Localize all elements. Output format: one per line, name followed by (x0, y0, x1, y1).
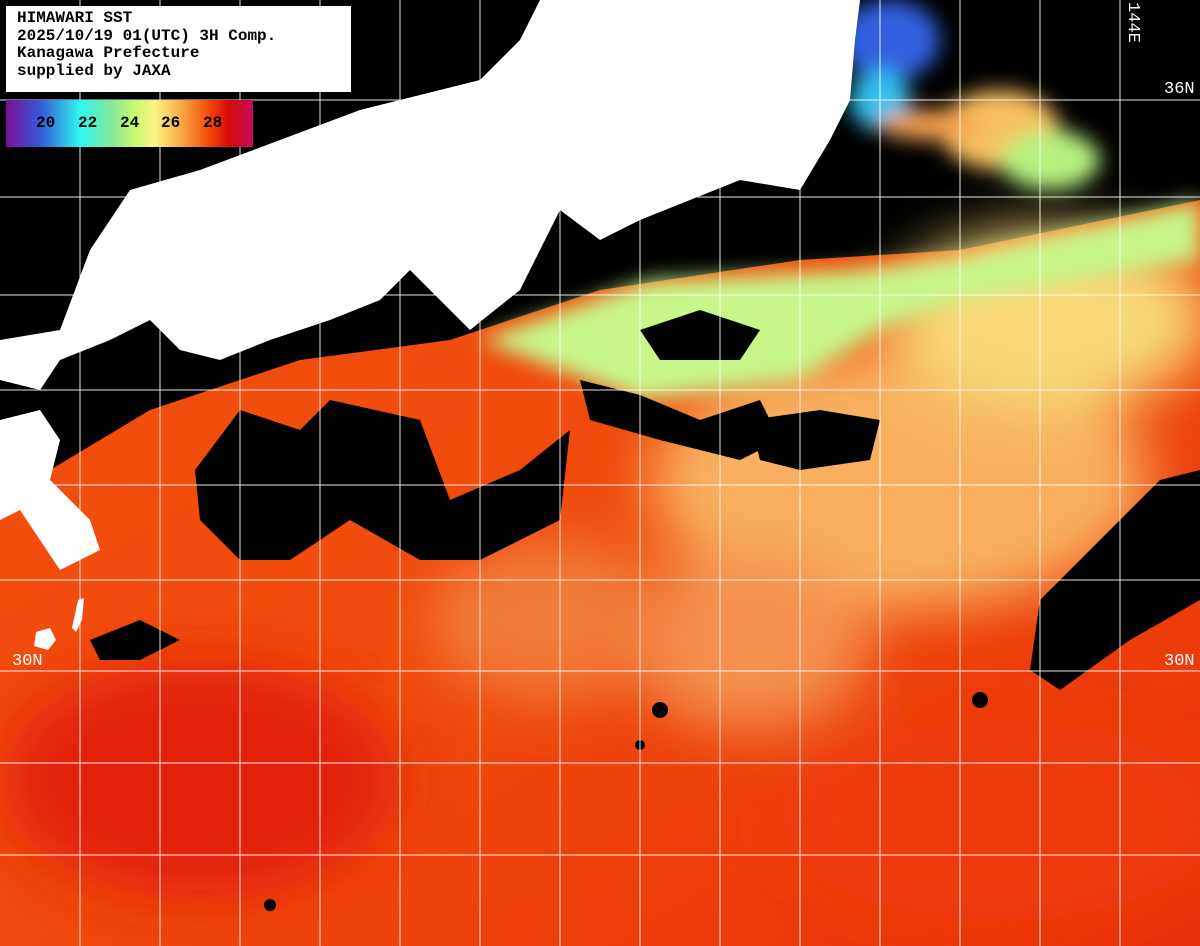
title-line: HIMAWARI SST (17, 9, 133, 27)
land (0, 0, 860, 650)
lon-label-144e: 144E (1123, 2, 1142, 43)
temperature-colorbar: 20 22 24 26 28 (6, 100, 253, 147)
colorbar-tick: 22 (78, 114, 98, 132)
lat-label-36n: 36N (1164, 80, 1195, 99)
colorbar-tick: 28 (203, 114, 223, 132)
colorbar-tick: 20 (36, 114, 56, 132)
lat-label-30n-left: 30N (12, 652, 43, 671)
lat-label-30n-right: 30N (1164, 652, 1195, 671)
datetime-line: 2025/10/19 01(UTC) 3H Comp. (17, 26, 277, 45)
lon-label-136e: 136E (483, 2, 502, 43)
colorbar-tick: 24 (120, 114, 140, 132)
publisher-line: Kanagawa Prefecture (17, 44, 200, 62)
title-box: HIMAWARI SST 2025/10/19 01(UTC) 3H Comp.… (6, 6, 351, 92)
credit-line: supplied by JAXA (17, 61, 171, 80)
colorbar-tick: 26 (161, 114, 181, 132)
cloud-patches (90, 310, 1200, 911)
